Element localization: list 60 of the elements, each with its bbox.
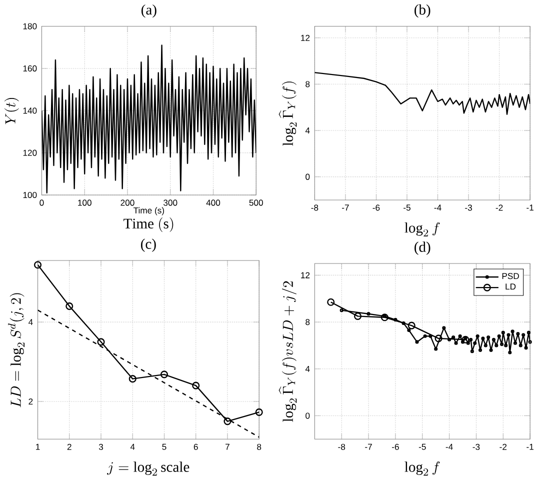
x-tick-label: -4: [434, 204, 442, 211]
x-tick-label: -3: [472, 444, 480, 450]
y-tick-label: 4: [305, 128, 310, 134]
y-tick-label: 8: [306, 319, 310, 326]
x-tick-label: 0: [40, 200, 44, 206]
x-tick-label: 300: [164, 200, 178, 206]
y-axis-title: $\log_2 \widehat{\Gamma}_Y(f) vs LD + j/2$: [278, 281, 297, 422]
x-axis-title: $\mathrm{Time\ (s)}$: [124, 218, 174, 232]
y-axis-title: $\log_2 \widehat{\Gamma}_Y(f)$: [278, 82, 297, 146]
x-tick-label: 5: [162, 444, 166, 450]
x-tick-label: -3: [465, 204, 472, 211]
y-axis-title: $Y(t)$: [4, 98, 19, 124]
x-tick-label: 7: [226, 444, 230, 450]
y-tick-label: 0: [306, 412, 310, 419]
x-tick-label: -5: [418, 444, 426, 450]
x-tick-label: -6: [372, 204, 380, 211]
x-axis-title: $\log_2 f$: [404, 462, 440, 476]
y-tick-label: 2: [28, 398, 33, 404]
x-tick-label: -6: [392, 444, 399, 450]
y-tick-label: 12: [301, 272, 310, 278]
y-tick-label: 100: [23, 192, 37, 198]
x-tick-label: 500: [249, 200, 263, 206]
y-tick-label: 4: [305, 366, 310, 372]
x-tick-label: -4: [446, 444, 453, 450]
chart-title: (c): [140, 238, 156, 252]
x-tick-label: 2: [67, 444, 72, 450]
y-tick-label: 120: [23, 150, 37, 156]
x-tick-label: -8: [311, 204, 318, 211]
y-tick-label: 12: [301, 34, 310, 41]
x-tick-label: 400: [206, 200, 220, 206]
x-tick-label: -1: [526, 444, 534, 450]
x-tick-label: -7: [342, 204, 349, 211]
y-tick-label: 8: [306, 81, 310, 88]
x-axis-title: $j = \log_2 \mathrm{scale}$: [106, 462, 190, 476]
y-tick-label: 160: [23, 65, 37, 72]
x-tick-label: -2: [500, 444, 507, 450]
y-tick-label: 140: [23, 108, 37, 114]
x-axis-title: $\log_2 f$: [404, 222, 440, 236]
x-tick-label: -8: [338, 444, 346, 450]
x-tick-label: 200: [120, 200, 134, 206]
x-tick-label: -2: [496, 204, 503, 211]
y-tick-label: 180: [23, 23, 37, 30]
x-tick-label: -1: [526, 204, 534, 211]
x-tick-label: 100: [78, 200, 92, 206]
chart-title: (b): [414, 4, 430, 18]
x-tick-label: -5: [404, 204, 410, 211]
chart-title: (a): [141, 4, 156, 18]
x-tick-label: 1: [36, 444, 40, 450]
x-tick-label: 8: [257, 444, 262, 450]
y-axis-title: $LD = \log_2 S^d(j,2)$: [8, 293, 25, 408]
x-tick-label: 3: [98, 444, 104, 450]
x-tick-label: 6: [194, 444, 198, 450]
chart-title: (d): [414, 242, 430, 255]
x-tick-label: 4: [130, 444, 135, 450]
text: Time (s): [134, 207, 164, 216]
y-tick-label: 4: [28, 319, 33, 326]
x-tick-label: -7: [365, 444, 372, 450]
y-tick-label: 0: [306, 174, 310, 180]
legend-label: LD: [506, 284, 516, 290]
legend-label: PSD: [502, 273, 519, 280]
